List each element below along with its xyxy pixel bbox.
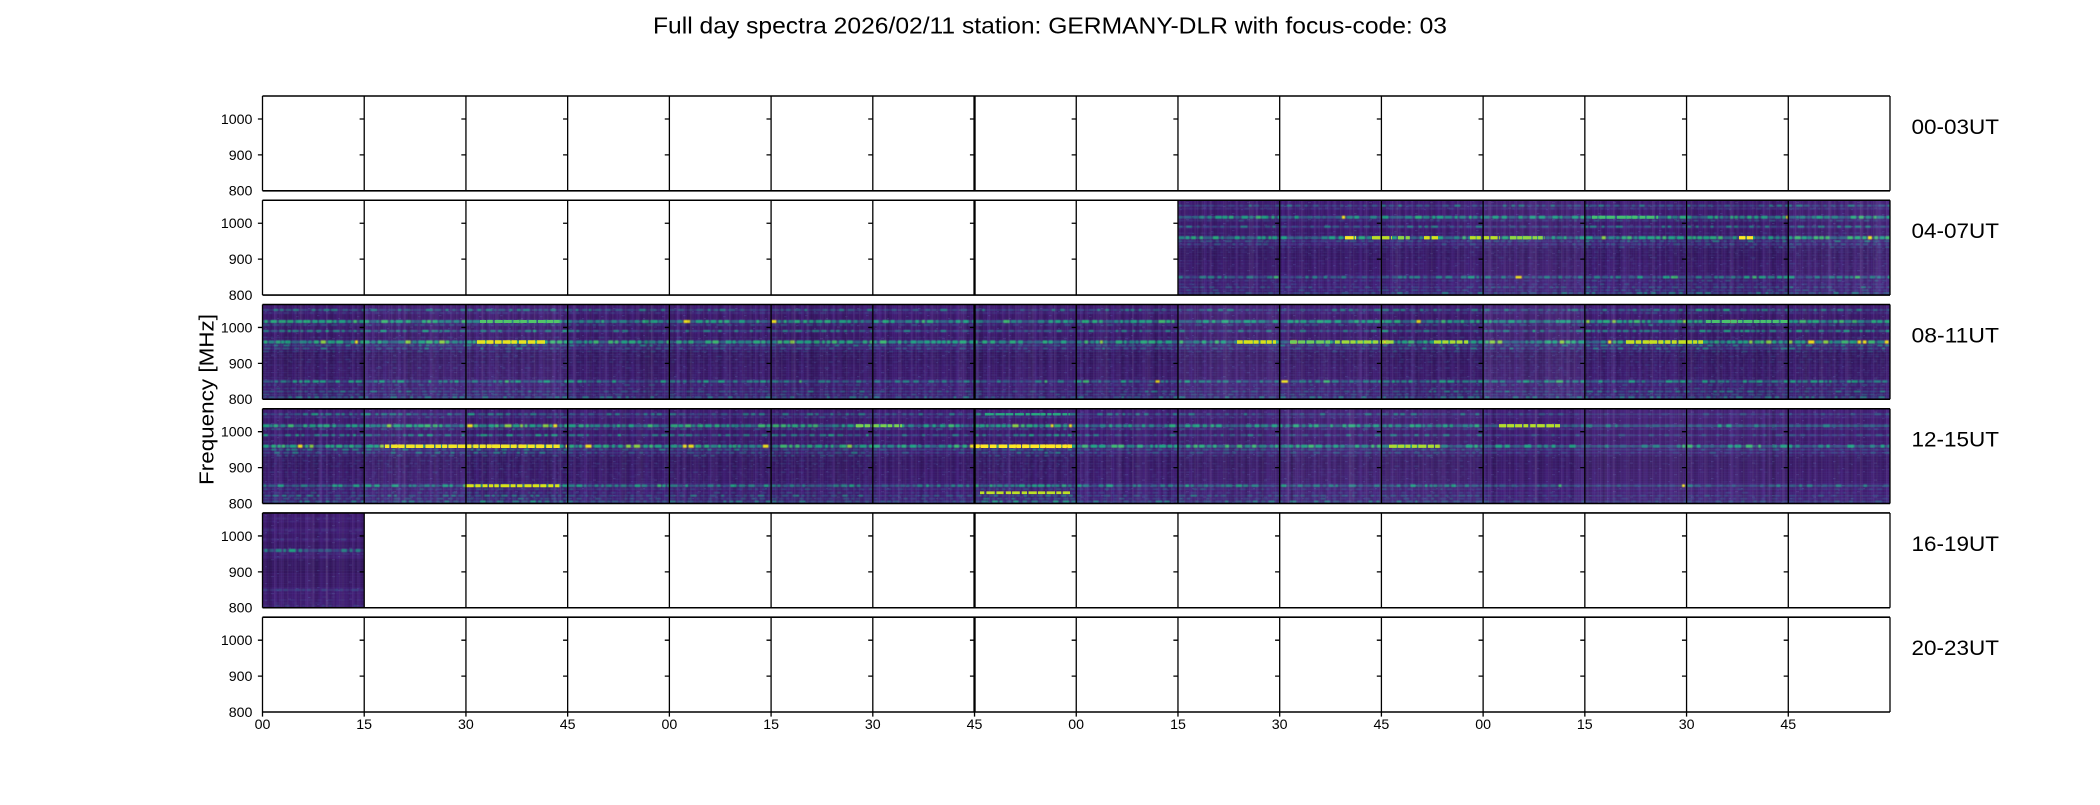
svg-text:1000: 1000 xyxy=(221,529,253,545)
svg-text:12-15UT: 12-15UT xyxy=(1912,428,2000,452)
svg-text:08-11UT: 08-11UT xyxy=(1912,323,2000,347)
svg-text:45: 45 xyxy=(1374,717,1390,733)
svg-text:800: 800 xyxy=(229,184,253,200)
svg-text:800: 800 xyxy=(229,392,253,408)
svg-text:00: 00 xyxy=(662,717,678,733)
svg-text:16-19UT: 16-19UT xyxy=(1912,532,2000,556)
svg-text:800: 800 xyxy=(229,496,253,512)
svg-text:900: 900 xyxy=(229,669,253,685)
svg-text:900: 900 xyxy=(229,148,253,164)
svg-text:15: 15 xyxy=(1170,717,1186,733)
svg-text:30: 30 xyxy=(1679,717,1695,733)
svg-text:1000: 1000 xyxy=(221,320,253,336)
svg-text:Frequency [MHz]: Frequency [MHz] xyxy=(197,314,219,485)
svg-text:900: 900 xyxy=(229,461,253,477)
svg-text:45: 45 xyxy=(1780,717,1796,733)
svg-text:04-07UT: 04-07UT xyxy=(1912,219,2000,243)
svg-text:45: 45 xyxy=(967,717,983,733)
svg-text:Full day spectra 2026/02/11 st: Full day spectra 2026/02/11 station: GER… xyxy=(653,13,1447,39)
svg-text:15: 15 xyxy=(356,717,372,733)
svg-text:20-23UT: 20-23UT xyxy=(1912,636,2000,660)
svg-text:00-03UT: 00-03UT xyxy=(1912,115,2000,139)
svg-text:30: 30 xyxy=(458,717,474,733)
svg-text:00: 00 xyxy=(255,717,271,733)
svg-text:1000: 1000 xyxy=(221,425,253,441)
svg-text:900: 900 xyxy=(229,565,253,581)
svg-text:800: 800 xyxy=(229,601,253,617)
svg-text:00: 00 xyxy=(1475,717,1491,733)
svg-text:30: 30 xyxy=(865,717,881,733)
svg-text:30: 30 xyxy=(1272,717,1288,733)
svg-text:15: 15 xyxy=(763,717,779,733)
svg-text:15: 15 xyxy=(1577,717,1593,733)
svg-text:1000: 1000 xyxy=(221,633,253,649)
svg-text:900: 900 xyxy=(229,356,253,372)
svg-text:1000: 1000 xyxy=(221,216,253,232)
svg-text:800: 800 xyxy=(229,288,253,304)
svg-text:800: 800 xyxy=(229,705,253,721)
svg-text:1000: 1000 xyxy=(221,112,253,128)
svg-text:900: 900 xyxy=(229,252,253,268)
svg-text:00: 00 xyxy=(1068,717,1084,733)
svg-text:45: 45 xyxy=(560,717,576,733)
